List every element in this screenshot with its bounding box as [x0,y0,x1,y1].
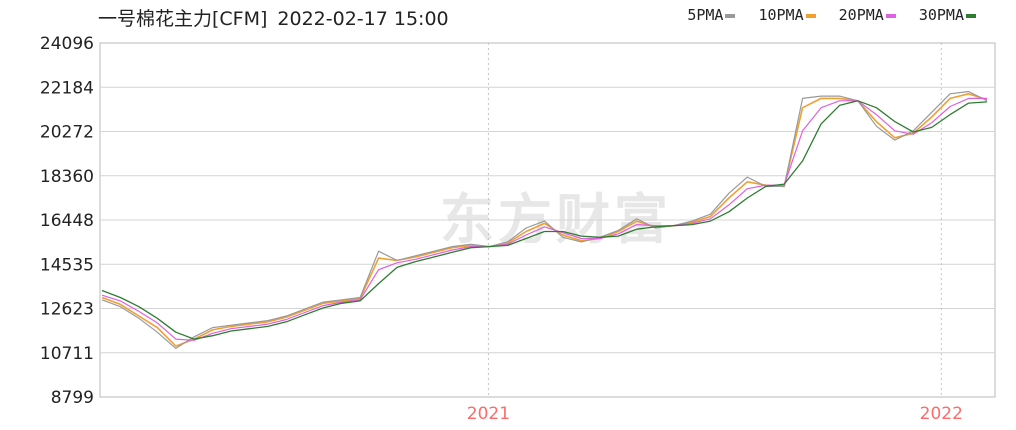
legend-label: 5PMA [687,6,724,24]
legend-label: 30PMA [918,6,964,24]
title-timestamp: 2022-02-17 15:00 [277,8,449,30]
legend-swatch [966,13,976,18]
axes: 24096 22184 20272 18360 16448 14535 12623 10711… [40,34,963,424]
y-tick-label: 8799 [51,388,94,408]
legend-item-20pma: 20PMA [839,6,896,24]
x-tick-label: 2022 [920,404,963,424]
series-line-20pma [101,97,987,341]
y-tick-label: 10711 [40,344,94,364]
title-text: 一号棉花主力[CFM] [98,8,268,30]
legend-swatch [805,13,816,18]
legend-item-30pma: 30PMA [919,6,976,24]
y-tick-label: 20272 [40,123,94,143]
y-tick-label: 12623 [40,300,94,320]
y-tick-label: 22184 [40,78,94,98]
legend-label: 10PMA [758,6,804,24]
series-line-30pma [101,100,988,340]
series-lines [101,90,988,349]
chart-title: 一号棉花主力[CFM] 2022-02-17 15:00 [98,4,449,31]
grid [99,42,996,398]
y-tick-label: 18360 [40,167,94,187]
series-line-10pma [101,93,988,347]
legend-swatch [725,13,736,18]
y-tick-label: 24096 [40,34,94,54]
legend-label: 20PMA [838,6,884,24]
legend-item-5pma: 5PMA [687,6,736,24]
legend: 5PMA 10PMA 20PMA 30PMA [673,6,976,24]
legend-item-10pma: 10PMA [758,6,816,24]
series-line-5pma [101,90,988,349]
legend-swatch [885,13,896,18]
x-tick-label: 2021 [467,404,510,424]
y-tick-label: 14535 [40,255,94,275]
y-tick-label: 16448 [40,211,94,231]
